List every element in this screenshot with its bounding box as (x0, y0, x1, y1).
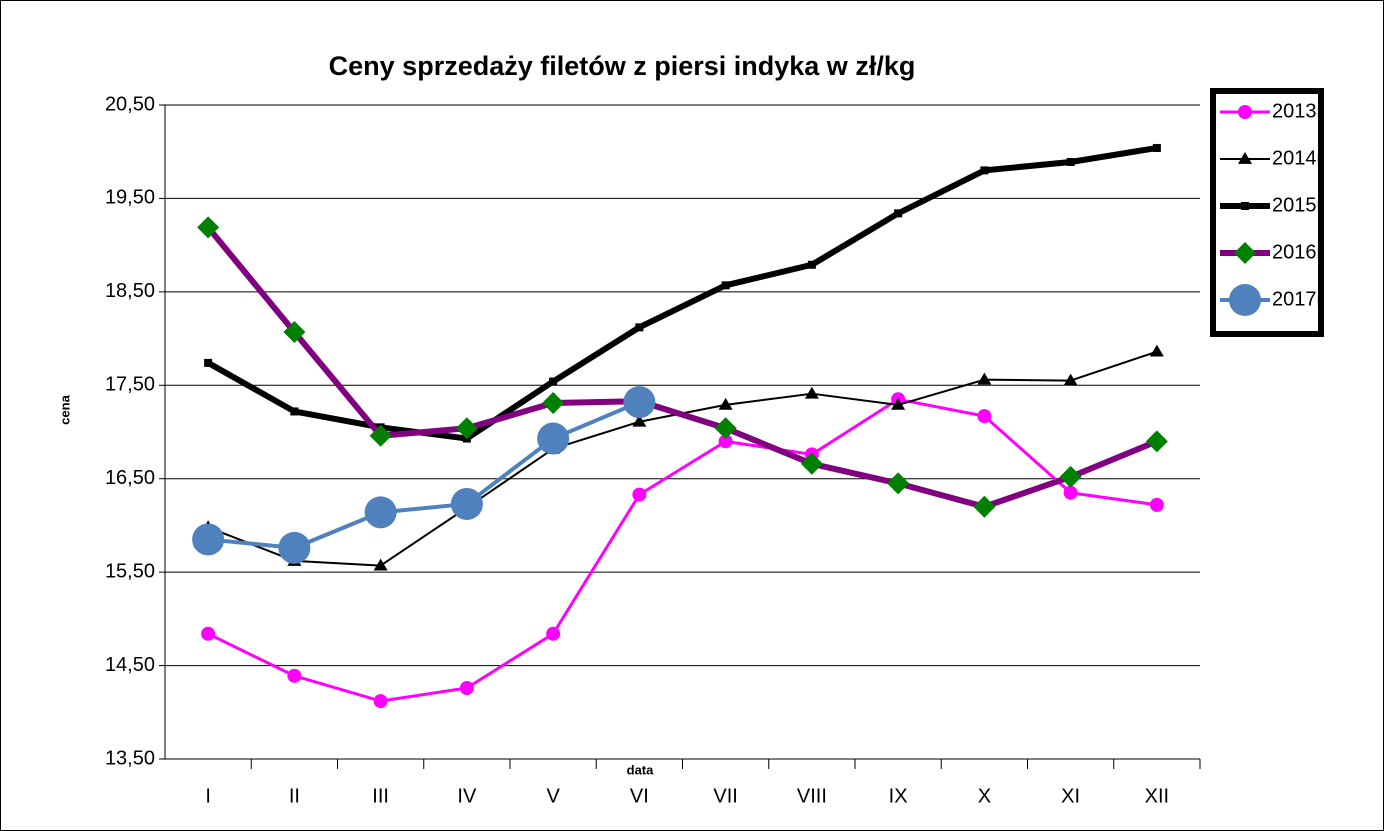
x-tick-label: XI (1061, 785, 1080, 807)
legend-label: 2017r (1272, 288, 1323, 310)
marker (1152, 143, 1161, 152)
x-tick-label: I (205, 785, 211, 807)
marker (283, 321, 306, 344)
marker (1145, 430, 1168, 453)
x-tick-label: III (372, 785, 389, 807)
y-tick-label: 13,50 (105, 747, 155, 769)
marker (290, 407, 299, 416)
legend-label: 2016r (1272, 241, 1323, 263)
marker (546, 626, 561, 641)
marker (1149, 344, 1164, 357)
x-tick-label: VIII (797, 785, 827, 807)
marker (804, 386, 819, 399)
y-tick-label: 19,50 (105, 187, 155, 209)
x-tick-label: VII (713, 785, 737, 807)
marker (980, 166, 989, 175)
marker (1063, 485, 1078, 500)
marker (887, 472, 910, 495)
marker (807, 260, 816, 269)
marker (201, 626, 216, 641)
x-tick-label: V (546, 785, 560, 807)
x-tick-label: II (289, 785, 300, 807)
marker (542, 392, 565, 415)
y-tick-label: 14,50 (105, 654, 155, 676)
y-tick-label: 16,50 (105, 467, 155, 489)
x-tick-label: X (978, 785, 991, 807)
marker (721, 281, 730, 290)
marker (1066, 157, 1075, 166)
marker (973, 495, 996, 518)
marker (718, 397, 733, 410)
legend-label: 2013r (1272, 100, 1323, 122)
x-tick-label: XII (1145, 785, 1169, 807)
marker (450, 487, 483, 520)
x-tick-label: IV (457, 785, 477, 807)
marker (1059, 465, 1082, 488)
y-tick-label: 15,50 (105, 560, 155, 582)
y-tick-label: 18,50 (105, 280, 155, 302)
marker (894, 209, 903, 218)
marker (1149, 497, 1164, 512)
marker (204, 358, 213, 367)
marker (623, 386, 656, 419)
marker (549, 377, 558, 386)
marker (800, 452, 823, 475)
x-axis-label: data (627, 762, 655, 777)
marker (714, 417, 737, 440)
marker (718, 434, 733, 449)
marker (369, 424, 392, 447)
x-tick-label: IX (889, 785, 908, 807)
marker (537, 422, 570, 455)
marker (1063, 373, 1078, 386)
marker (635, 323, 644, 332)
chart-title: Ceny sprzedaży filetów z piersi indyka w… (329, 51, 916, 81)
series-line (207, 397, 1158, 703)
marker (373, 694, 388, 709)
marker (1238, 105, 1252, 119)
marker (197, 216, 220, 239)
marker (287, 668, 302, 683)
series-line (205, 225, 1159, 510)
y-tick-label: 20,50 (105, 93, 155, 115)
marker (977, 372, 992, 385)
marker (1234, 242, 1256, 264)
series-line (206, 145, 1158, 442)
marker (632, 414, 647, 427)
legend-label: 2014r (1272, 147, 1323, 169)
marker (1241, 202, 1249, 210)
marker (364, 496, 397, 529)
marker (977, 409, 992, 424)
y-tick-label: 17,50 (105, 374, 155, 396)
marker (891, 397, 906, 410)
x-tick-label: VI (630, 785, 649, 807)
marker (373, 558, 388, 571)
marker (455, 417, 478, 440)
marker (192, 523, 225, 556)
marker (278, 531, 311, 564)
marker (1238, 152, 1252, 164)
marker (1229, 284, 1261, 316)
legend-label: 2015r (1272, 194, 1323, 216)
marker (459, 680, 474, 695)
marker (632, 487, 647, 502)
y-axis-label: cena (57, 394, 72, 424)
